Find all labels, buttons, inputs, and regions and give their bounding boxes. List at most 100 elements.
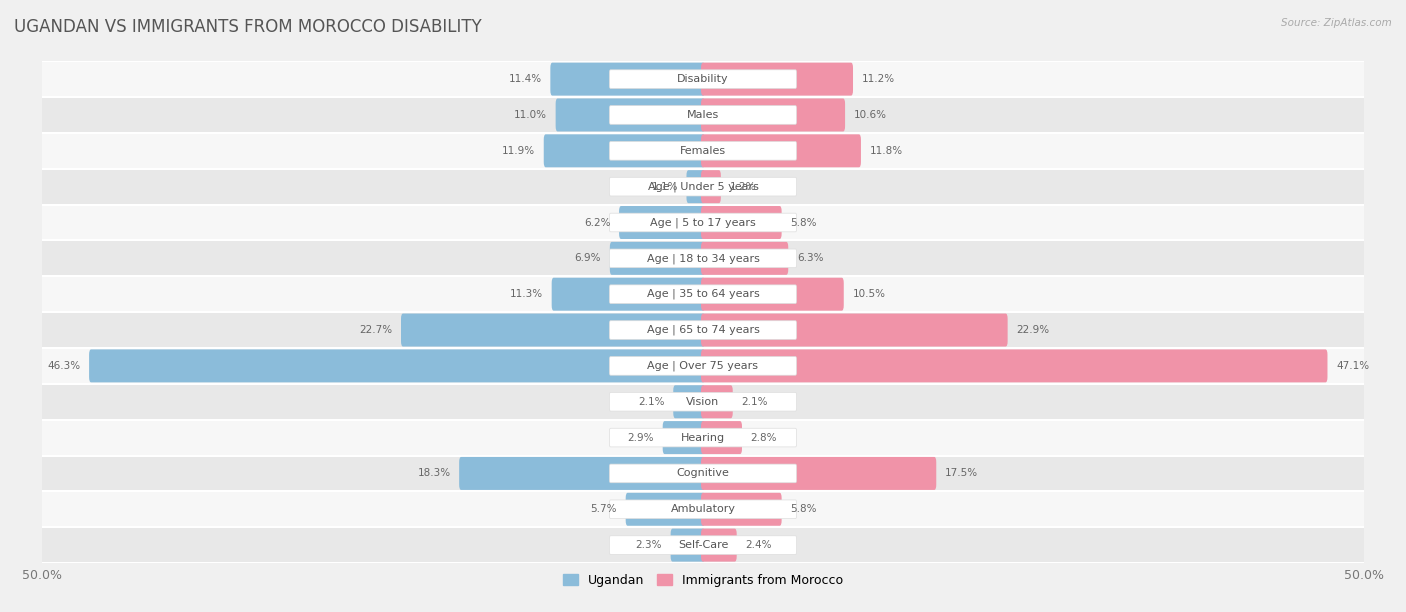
Text: 11.0%: 11.0% [515, 110, 547, 120]
Text: Self-Care: Self-Care [678, 540, 728, 550]
Text: UGANDAN VS IMMIGRANTS FROM MOROCCO DISABILITY: UGANDAN VS IMMIGRANTS FROM MOROCCO DISAB… [14, 18, 482, 36]
Text: Vision: Vision [686, 397, 720, 407]
Text: 6.2%: 6.2% [583, 217, 610, 228]
Text: 2.1%: 2.1% [638, 397, 665, 407]
Text: 2.4%: 2.4% [745, 540, 772, 550]
FancyBboxPatch shape [609, 106, 797, 124]
FancyBboxPatch shape [702, 457, 936, 490]
Text: Age | Under 5 years: Age | Under 5 years [648, 181, 758, 192]
Bar [42, 61, 1364, 97]
FancyBboxPatch shape [460, 457, 704, 490]
Text: 2.1%: 2.1% [741, 397, 768, 407]
FancyBboxPatch shape [544, 134, 704, 167]
Bar [42, 204, 1364, 241]
FancyBboxPatch shape [702, 278, 844, 311]
FancyBboxPatch shape [609, 357, 797, 375]
Text: 10.5%: 10.5% [852, 289, 886, 299]
FancyBboxPatch shape [702, 493, 782, 526]
FancyBboxPatch shape [609, 213, 797, 232]
Text: 18.3%: 18.3% [418, 468, 450, 479]
FancyBboxPatch shape [702, 206, 782, 239]
Bar [42, 455, 1364, 491]
Bar [42, 420, 1364, 455]
Bar [42, 348, 1364, 384]
FancyBboxPatch shape [702, 349, 1327, 382]
Text: 11.2%: 11.2% [862, 74, 894, 84]
Text: 17.5%: 17.5% [945, 468, 979, 479]
Bar [42, 491, 1364, 527]
Text: 6.9%: 6.9% [575, 253, 602, 263]
FancyBboxPatch shape [609, 392, 797, 411]
FancyBboxPatch shape [609, 536, 797, 554]
FancyBboxPatch shape [702, 385, 733, 418]
Text: Source: ZipAtlas.com: Source: ZipAtlas.com [1281, 18, 1392, 28]
FancyBboxPatch shape [609, 321, 797, 340]
Text: 22.9%: 22.9% [1017, 325, 1049, 335]
Text: Age | 65 to 74 years: Age | 65 to 74 years [647, 325, 759, 335]
Text: 2.3%: 2.3% [636, 540, 662, 550]
Text: 5.8%: 5.8% [790, 504, 817, 514]
Text: 6.3%: 6.3% [797, 253, 824, 263]
FancyBboxPatch shape [702, 242, 789, 275]
Text: Age | 18 to 34 years: Age | 18 to 34 years [647, 253, 759, 264]
Text: 5.7%: 5.7% [591, 504, 617, 514]
FancyBboxPatch shape [673, 385, 704, 418]
FancyBboxPatch shape [609, 464, 797, 483]
Text: Age | 5 to 17 years: Age | 5 to 17 years [650, 217, 756, 228]
FancyBboxPatch shape [702, 421, 742, 454]
Text: 46.3%: 46.3% [48, 361, 80, 371]
FancyBboxPatch shape [702, 99, 845, 132]
Text: Age | Over 75 years: Age | Over 75 years [648, 360, 758, 371]
Bar [42, 312, 1364, 348]
FancyBboxPatch shape [702, 62, 853, 95]
Bar [42, 241, 1364, 276]
Bar [42, 527, 1364, 563]
Text: 2.8%: 2.8% [751, 433, 778, 442]
FancyBboxPatch shape [702, 529, 737, 562]
Text: 11.4%: 11.4% [509, 74, 541, 84]
FancyBboxPatch shape [609, 249, 797, 267]
FancyBboxPatch shape [671, 529, 704, 562]
Text: Ambulatory: Ambulatory [671, 504, 735, 514]
Text: Females: Females [681, 146, 725, 156]
Text: 1.2%: 1.2% [730, 182, 756, 192]
FancyBboxPatch shape [89, 349, 704, 382]
Text: Males: Males [688, 110, 718, 120]
FancyBboxPatch shape [609, 177, 797, 196]
Text: Cognitive: Cognitive [676, 468, 730, 479]
FancyBboxPatch shape [662, 421, 704, 454]
FancyBboxPatch shape [555, 99, 704, 132]
FancyBboxPatch shape [609, 428, 797, 447]
FancyBboxPatch shape [609, 70, 797, 89]
Legend: Ugandan, Immigrants from Morocco: Ugandan, Immigrants from Morocco [558, 569, 848, 592]
Text: 22.7%: 22.7% [360, 325, 392, 335]
FancyBboxPatch shape [626, 493, 704, 526]
FancyBboxPatch shape [702, 170, 721, 203]
Text: Age | 35 to 64 years: Age | 35 to 64 years [647, 289, 759, 299]
Text: 2.9%: 2.9% [627, 433, 654, 442]
FancyBboxPatch shape [609, 285, 797, 304]
FancyBboxPatch shape [550, 62, 704, 95]
FancyBboxPatch shape [401, 313, 704, 346]
FancyBboxPatch shape [609, 500, 797, 518]
FancyBboxPatch shape [610, 242, 704, 275]
FancyBboxPatch shape [619, 206, 704, 239]
Bar [42, 276, 1364, 312]
Text: 11.8%: 11.8% [869, 146, 903, 156]
Text: 5.8%: 5.8% [790, 217, 817, 228]
Text: 10.6%: 10.6% [853, 110, 887, 120]
Text: 47.1%: 47.1% [1336, 361, 1369, 371]
Bar [42, 384, 1364, 420]
FancyBboxPatch shape [551, 278, 704, 311]
Text: 11.9%: 11.9% [502, 146, 536, 156]
Bar [42, 97, 1364, 133]
Text: 1.1%: 1.1% [651, 182, 678, 192]
Text: Hearing: Hearing [681, 433, 725, 442]
FancyBboxPatch shape [686, 170, 704, 203]
Text: 11.3%: 11.3% [510, 289, 543, 299]
Text: Disability: Disability [678, 74, 728, 84]
FancyBboxPatch shape [609, 141, 797, 160]
Bar [42, 133, 1364, 169]
Bar [42, 169, 1364, 204]
FancyBboxPatch shape [702, 134, 860, 167]
